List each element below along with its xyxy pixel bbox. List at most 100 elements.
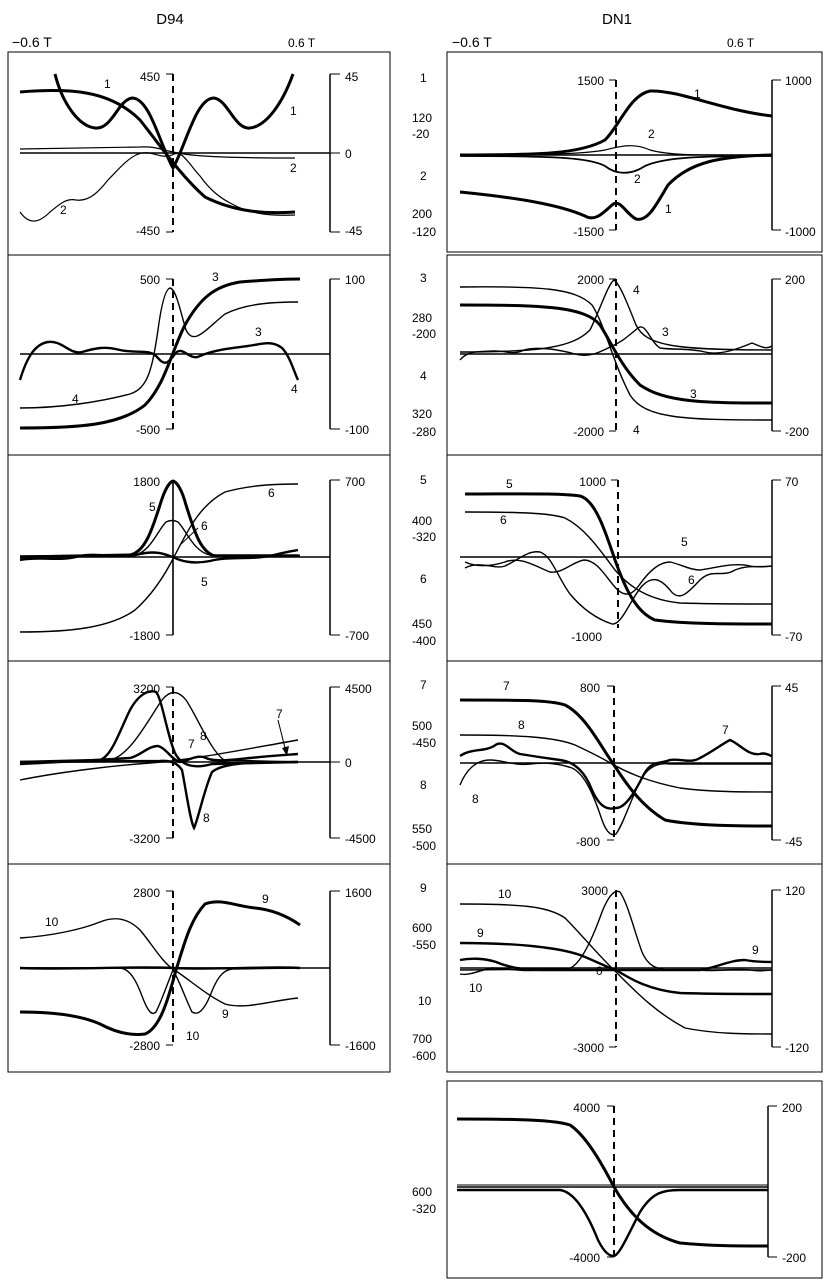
label-pointer-head bbox=[282, 746, 289, 756]
right-axis-top: 70 bbox=[785, 475, 799, 489]
curve-label: 10 bbox=[469, 981, 483, 995]
left-axis-top: 1000 bbox=[579, 475, 606, 489]
side-label: 9 bbox=[420, 881, 427, 895]
curve-6-peak bbox=[19, 519, 298, 557]
curve-2-thin-flat bbox=[19, 146, 296, 159]
left-axis-bottom: -1000 bbox=[571, 630, 602, 644]
curve-10-oscillation bbox=[459, 967, 773, 976]
side-label: -320 bbox=[412, 530, 436, 544]
curve-label: 2 bbox=[290, 161, 297, 175]
side-label: -500 bbox=[412, 839, 436, 853]
panel-frame bbox=[446, 1080, 823, 1279]
right-axis-top: 200 bbox=[782, 1101, 802, 1115]
side-label: 450 bbox=[412, 617, 432, 631]
curve-dip bbox=[457, 1188, 768, 1258]
d94-field-max: 0.6 T bbox=[288, 36, 316, 50]
label-pointer bbox=[277, 719, 287, 753]
curve-4-peak bbox=[459, 279, 773, 353]
curve-label: 5 bbox=[506, 477, 513, 491]
side-label: -120 bbox=[412, 225, 436, 239]
left-axis-top: 4000 bbox=[573, 1101, 600, 1115]
left-axis-top: 2000 bbox=[577, 273, 604, 287]
curve-10-step bbox=[459, 903, 773, 1035]
left-axis-bottom: -800 bbox=[576, 835, 600, 849]
panel-frame bbox=[446, 454, 823, 662]
dn1-panel-3-side-labels: 5 400 -320 6 450 -400 bbox=[412, 473, 436, 648]
side-label: -20 bbox=[412, 127, 430, 141]
left-axis-bottom: -3200 bbox=[129, 832, 160, 846]
right-axis-top: 700 bbox=[345, 475, 365, 489]
left-axis-top: 2800 bbox=[133, 886, 160, 900]
curve-label: 10 bbox=[498, 887, 512, 901]
curve-3-step bbox=[459, 303, 773, 405]
side-label: 320 bbox=[412, 407, 432, 421]
dn1-panel-5-side-labels: 9 600 -550 10 700 -600 bbox=[412, 881, 436, 1063]
curve-label: 3 bbox=[255, 325, 262, 339]
dn1-panel-2: 2000 -2000 200 -200 4 3 3 4 bbox=[446, 254, 823, 456]
side-label: 500 bbox=[412, 719, 432, 733]
right-axis-top: 120 bbox=[785, 884, 805, 898]
curve-label: 9 bbox=[222, 1007, 229, 1021]
side-label: -280 bbox=[412, 425, 436, 439]
side-label: -550 bbox=[412, 938, 436, 952]
curve-8-thin-peak bbox=[19, 691, 299, 763]
side-label: 10 bbox=[418, 994, 432, 1008]
dn1-panel-5: 3000 0 -3000 120 -120 10 9 9 10 bbox=[446, 863, 823, 1073]
curve-1-oscillation bbox=[53, 73, 295, 172]
curve-label: 8 bbox=[200, 729, 207, 743]
curve-8-step bbox=[459, 734, 773, 793]
curve-label: 2 bbox=[60, 203, 67, 217]
curve-6-step bbox=[19, 483, 299, 633]
curve-label: 2 bbox=[634, 172, 641, 186]
curve-label: 5 bbox=[681, 535, 688, 549]
d94-panel-5: 2800 -2800 1600 -1600 10 9 9 10 bbox=[7, 863, 391, 1073]
dn1-panel-4-side-labels: 7 500 -450 8 550 -500 bbox=[412, 678, 436, 853]
curve-label: 1 bbox=[665, 202, 672, 216]
side-label: 3 bbox=[420, 271, 427, 285]
d94-panel-3: 1800 -1800 700 -700 6 5 6 5 bbox=[7, 454, 391, 662]
curve-label: 9 bbox=[262, 892, 269, 906]
curve-8-dip bbox=[19, 759, 299, 831]
dn1-title: DN1 bbox=[602, 11, 632, 28]
side-label: -450 bbox=[412, 736, 436, 750]
curve-label: 7 bbox=[188, 737, 195, 751]
dn1-panel-1: 1500 -1500 1000 -1000 1 2 2 1 bbox=[446, 51, 823, 253]
dn1-panel-4: 800 -800 45 -45 7 8 7 8 bbox=[446, 660, 823, 865]
left-axis-bottom: -450 bbox=[136, 224, 160, 238]
curve-3-oscillation bbox=[18, 340, 300, 381]
right-axis-top: 1000 bbox=[785, 74, 812, 88]
right-axis-bottom: -1600 bbox=[345, 1039, 376, 1053]
d94-title: D94 bbox=[156, 11, 184, 28]
dn1-panel-1-side-labels: 1 120 -20 2 200 -120 bbox=[412, 71, 436, 239]
right-axis-top: 1600 bbox=[345, 886, 372, 900]
side-label: 280 bbox=[412, 311, 432, 325]
left-axis-top: 1800 bbox=[133, 475, 160, 489]
right-axis-top: 45 bbox=[345, 70, 359, 84]
right-axis-top: 4500 bbox=[345, 682, 372, 696]
side-label: 550 bbox=[412, 822, 432, 836]
left-axis-bottom: -2000 bbox=[573, 425, 604, 439]
side-label: 2 bbox=[420, 169, 427, 183]
curve-label: 6 bbox=[688, 573, 695, 587]
side-label: -600 bbox=[412, 1049, 436, 1063]
curve-1-dip bbox=[459, 153, 773, 221]
curve-label: 3 bbox=[662, 325, 669, 339]
right-axis-mid: 0 bbox=[345, 147, 352, 161]
curve-label: 5 bbox=[201, 575, 208, 589]
side-label: 8 bbox=[420, 778, 427, 792]
curve-9-dip bbox=[20, 967, 299, 1015]
curve-label: 1 bbox=[694, 87, 701, 101]
curve-6-step bbox=[464, 511, 773, 605]
side-label: -320 bbox=[412, 1202, 436, 1216]
right-axis-bottom: -200 bbox=[782, 1251, 806, 1265]
label-pointer bbox=[179, 527, 199, 546]
right-axis-bottom: -100 bbox=[345, 423, 369, 437]
side-label: 6 bbox=[420, 572, 427, 586]
left-axis-top: 450 bbox=[140, 70, 160, 84]
panel-frame bbox=[7, 254, 391, 456]
dn1-field-min: −0.6 T bbox=[452, 34, 492, 50]
curve-label: 7 bbox=[503, 679, 510, 693]
curve-label: 4 bbox=[633, 423, 640, 437]
panel-frame bbox=[7, 863, 391, 1073]
